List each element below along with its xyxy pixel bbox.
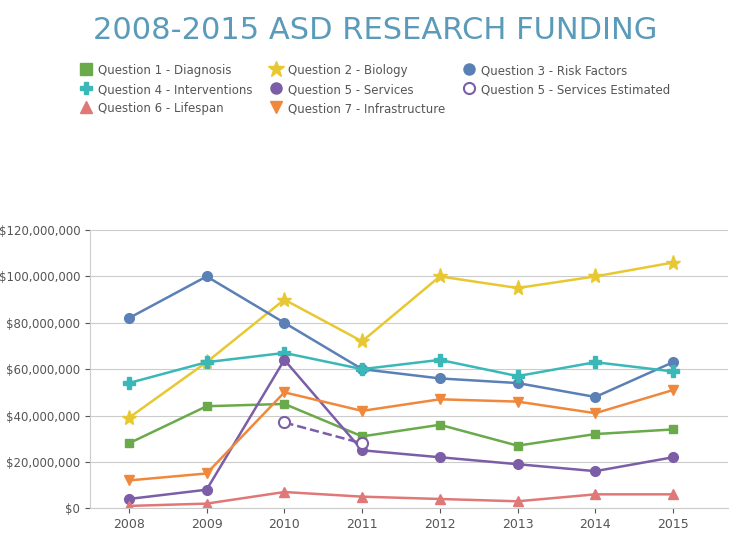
Legend: Question 1 - Diagnosis, Question 4 - Interventions, Question 6 - Lifespan, Quest: Question 1 - Diagnosis, Question 4 - Int…: [76, 59, 674, 120]
Text: 2008-2015 ASD RESEARCH FUNDING: 2008-2015 ASD RESEARCH FUNDING: [93, 16, 657, 45]
